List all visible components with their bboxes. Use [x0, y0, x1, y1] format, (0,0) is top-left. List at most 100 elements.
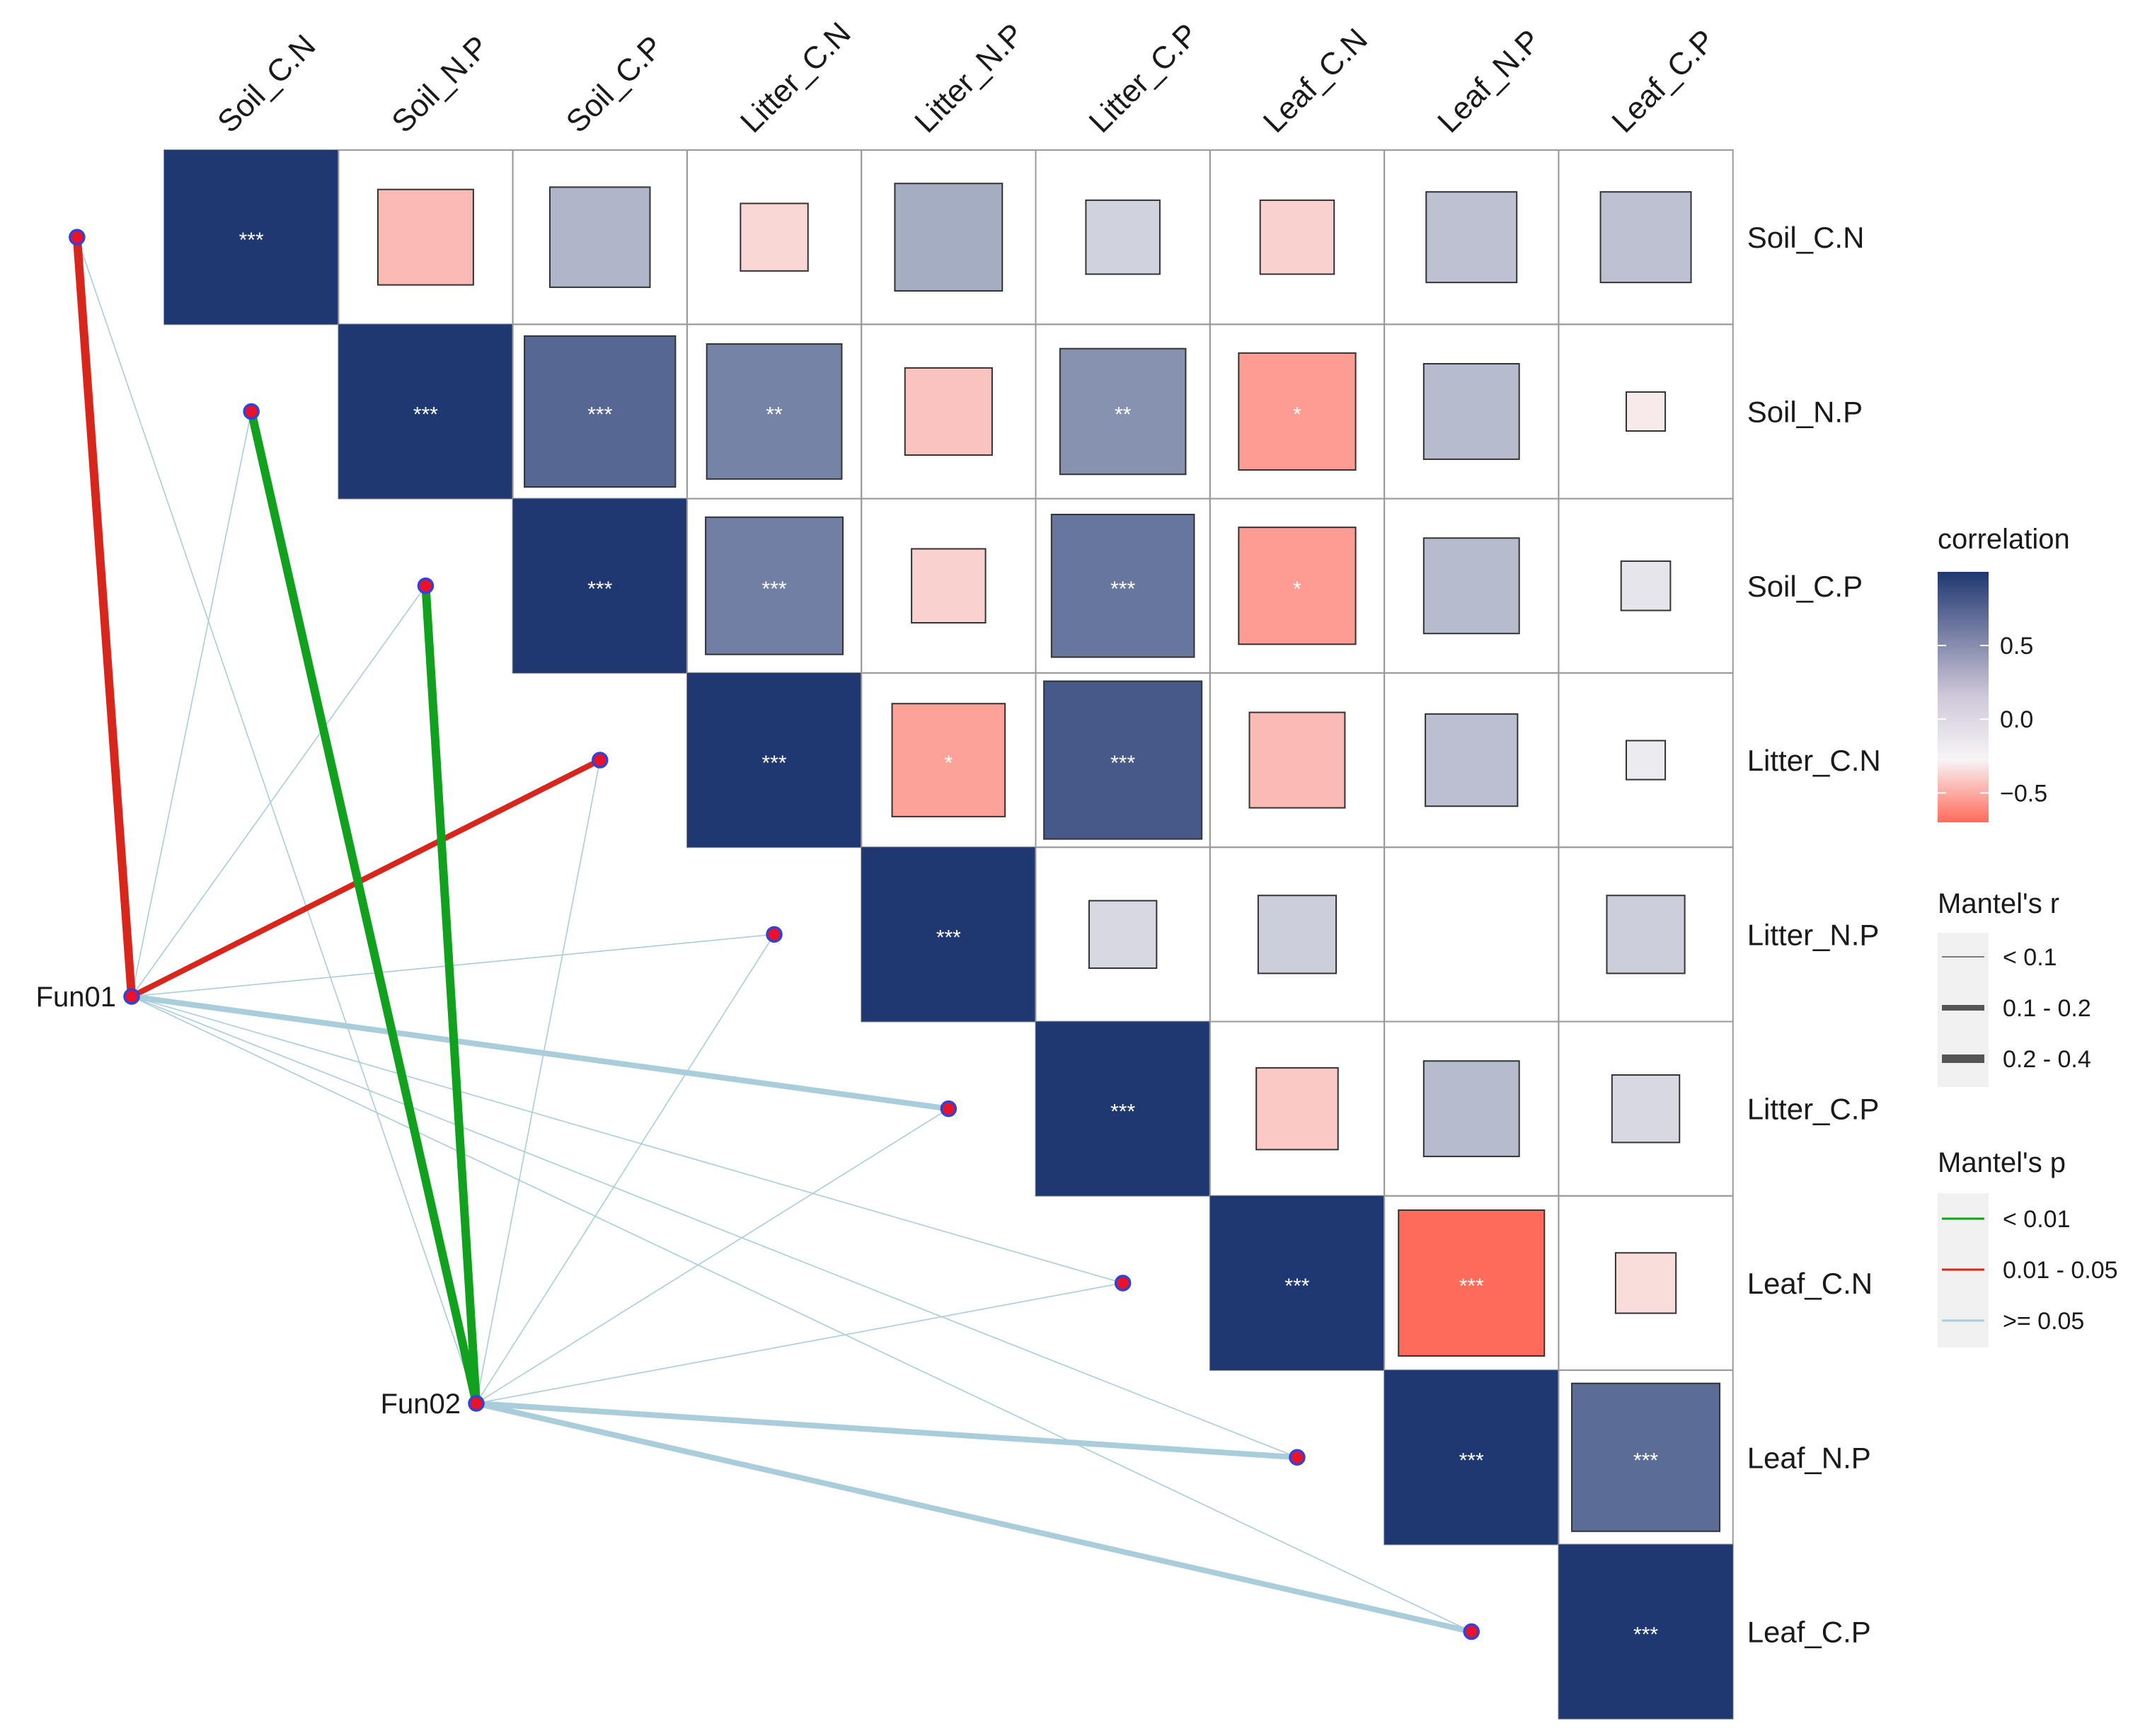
- link-fun01-leaf-c-p: [131, 996, 1472, 1633]
- cell-soil-c-n-leaf-c-n: [1259, 199, 1335, 275]
- link-fun01-litter-c-n: [130, 757, 602, 999]
- link-fun01-soil-n-p: [131, 411, 252, 997]
- cell-soil-n-p-litter-c-n: [706, 343, 843, 480]
- link-fun02-soil-c-n: [76, 236, 477, 1404]
- cell-soil-c-n-soil-c-p: [549, 186, 651, 288]
- cell-litter-c-n-litter-c-p: [1043, 680, 1203, 840]
- node-litter-c-p: [940, 1100, 958, 1117]
- cell-soil-c-n-soil-c-n: [164, 150, 339, 325]
- cell-soil-c-p-leaf-n-p: [1422, 537, 1520, 635]
- link-fun01-leaf-n-p: [131, 996, 1298, 1458]
- node-fun02: [468, 1395, 485, 1412]
- colorbar: [1938, 572, 1989, 822]
- legend-mantel-p-title: Mantel's p: [1938, 1147, 2066, 1178]
- cell-litter-n-p-leaf-c-p: [1606, 895, 1686, 975]
- col-label-leaf-c-n: Leaf_C.N: [1257, 22, 1374, 139]
- row-label-litter-n-p: Litter_N.P: [1747, 918, 1880, 951]
- cell-soil-c-n-leaf-n-p: [1425, 191, 1518, 284]
- col-label-soil-n-p: Soil_N.P: [385, 29, 495, 139]
- link-fun02-litter-n-p: [476, 933, 775, 1404]
- cell-soil-n-p-litter-n-p: [904, 367, 993, 456]
- cell-litter-n-p-litter-n-p: [861, 847, 1036, 1022]
- cell-soil-n-p-leaf-n-p: [1422, 362, 1520, 460]
- source-label-fun01: Fun01: [36, 982, 116, 1013]
- cell-soil-c-n-leaf-c-p: [1599, 191, 1692, 284]
- cell-soil-c-p-litter-c-n: [705, 516, 844, 655]
- link-fun02-leaf-c-p: [476, 1401, 1473, 1635]
- sig-soil-n-p-leaf-c-n: *: [1293, 403, 1301, 426]
- sig-leaf-c-n-leaf-n-p: ***: [1459, 1275, 1484, 1298]
- sig-soil-n-p-litter-c-p: **: [1115, 403, 1132, 426]
- mantel-nodes: Fun01 Fun02: [36, 229, 1480, 1640]
- sig-leaf-n-p-leaf-n-p: ***: [1459, 1449, 1484, 1472]
- node-leaf-c-p: [1463, 1623, 1480, 1640]
- row-label-litter-c-n: Litter_C.N: [1747, 744, 1881, 777]
- sig-soil-n-p-soil-c-p: ***: [587, 403, 612, 426]
- cell-soil-c-p-litter-c-p: [1050, 513, 1195, 658]
- link-fun02-leaf-c-n: [476, 1282, 1123, 1404]
- cell-litter-c-p-leaf-n-p: [1422, 1060, 1520, 1158]
- row-label-soil-c-n: Soil_C.N: [1747, 221, 1865, 254]
- col-label-litter-n-p: Litter_N.P: [908, 17, 1030, 139]
- node-soil-n-p: [243, 403, 260, 420]
- cell-leaf-c-n-leaf-c-n: [1209, 1195, 1385, 1371]
- link-fun01-leaf-c-n: [131, 996, 1123, 1284]
- cell-soil-c-n-litter-c-p: [1085, 199, 1161, 275]
- cell-soil-c-p-leaf-c-p: [1620, 560, 1672, 611]
- cell-litter-n-p-leaf-c-n: [1257, 895, 1338, 975]
- cell-litter-n-p-litter-c-p: [1088, 899, 1158, 970]
- sig-soil-c-p-litter-c-n: ***: [762, 577, 787, 601]
- cell-soil-c-n-litter-c-n: [740, 202, 809, 272]
- node-litter-n-p: [766, 926, 783, 943]
- sig-litter-c-n-litter-n-p: *: [945, 752, 953, 775]
- correlation-matrix: ****** *** ** ** **** *** *** **** * ************…: [163, 149, 1734, 1720]
- cell-leaf-c-p-leaf-c-p: [1558, 1544, 1733, 1719]
- cell-soil-n-p-soil-n-p: [338, 324, 513, 499]
- link-fun02-soil-n-p: [247, 410, 481, 1405]
- sig-leaf-n-p-leaf-c-p: ***: [1633, 1449, 1658, 1472]
- sig-litter-c-p-litter-c-p: ***: [1110, 1100, 1135, 1124]
- sig-litter-n-p-litter-n-p: ***: [936, 926, 961, 949]
- row-label-soil-n-p: Soil_N.P: [1747, 395, 1863, 428]
- row-label-litter-c-p: Litter_C.P: [1747, 1093, 1880, 1126]
- cell-soil-c-p-leaf-c-n: [1238, 527, 1357, 645]
- legend: correlation 0.5 0.0 −0.5 Mantel's r < 0.1 0.1 …: [1938, 524, 2118, 1347]
- sig-soil-c-p-litter-c-p: ***: [1110, 577, 1135, 601]
- legend-r-label: < 0.1: [2003, 944, 2057, 971]
- cell-soil-c-p-litter-n-p: [911, 548, 987, 623]
- cell-leaf-c-n-leaf-n-p: [1398, 1209, 1546, 1357]
- node-leaf-c-n: [1114, 1275, 1132, 1292]
- cell-soil-c-n-litter-n-p: [894, 183, 1004, 292]
- cell-litter-c-n-leaf-c-p: [1626, 740, 1667, 781]
- cell-litter-c-n-leaf-c-n: [1248, 711, 1346, 809]
- cell-leaf-n-p-leaf-c-p: [1571, 1382, 1721, 1532]
- node-leaf-n-p: [1289, 1449, 1306, 1466]
- node-soil-c-n: [69, 229, 86, 246]
- node-soil-c-p: [417, 577, 435, 594]
- link-fun01-soil-c-p: [131, 585, 427, 997]
- cell-leaf-n-p-leaf-n-p: [1384, 1370, 1559, 1545]
- cell-soil-n-p-litter-c-p: [1059, 347, 1187, 476]
- row-label-leaf-c-n: Leaf_C.N: [1747, 1267, 1873, 1300]
- cell-litter-c-p-leaf-c-n: [1255, 1067, 1339, 1151]
- legend-p-label: < 0.01: [2003, 1206, 2070, 1233]
- link-fun02-soil-c-p: [421, 585, 481, 1404]
- cell-soil-c-n-soil-n-p: [376, 188, 474, 286]
- sig-litter-c-n-litter-c-p: ***: [1110, 752, 1135, 775]
- row-label-leaf-n-p: Leaf_N.P: [1747, 1441, 1871, 1474]
- link-fun01-litter-c-p: [131, 994, 949, 1112]
- cell-soil-n-p-leaf-c-n: [1238, 352, 1357, 471]
- node-litter-c-n: [592, 752, 609, 769]
- cell-frame-litter-n-p-leaf-n-p: [1384, 846, 1560, 1023]
- row-label-soil-c-p: Soil_C.P: [1747, 570, 1863, 603]
- cell-litter-c-p-litter-c-p: [1035, 1021, 1210, 1196]
- cell-litter-c-n-leaf-n-p: [1425, 713, 1519, 807]
- sig-soil-c-p-leaf-c-n: *: [1293, 577, 1301, 601]
- cell-soil-n-p-soil-c-p: [524, 335, 677, 488]
- cell-litter-c-p-leaf-c-p: [1611, 1074, 1681, 1144]
- col-label-leaf-n-p: Leaf_N.P: [1431, 23, 1547, 139]
- col-label-soil-c-p: Soil_C.P: [560, 29, 670, 139]
- node-fun01: [123, 988, 140, 1005]
- link-fun02-leaf-n-p: [476, 1401, 1298, 1461]
- mantel-links: [72, 236, 1473, 1635]
